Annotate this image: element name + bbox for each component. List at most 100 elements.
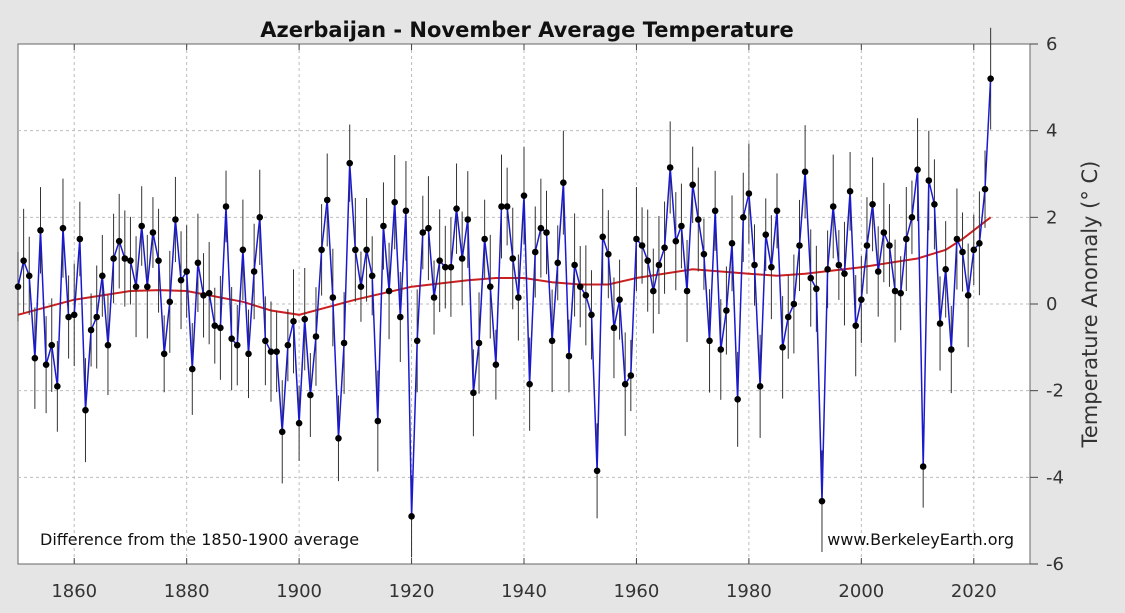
data-point: [402, 207, 410, 215]
data-point: [20, 257, 27, 264]
data-point: [87, 326, 95, 334]
data-point: [571, 261, 578, 269]
data-point: [222, 203, 230, 210]
data-point: [447, 263, 455, 271]
data-point: [880, 229, 888, 236]
data-point: [408, 513, 415, 520]
data-point: [526, 380, 533, 388]
data-point: [976, 240, 983, 247]
data-point: [149, 229, 157, 236]
data-point: [59, 224, 67, 232]
data-point: [694, 216, 702, 223]
data-point: [425, 224, 432, 232]
data-point: [42, 361, 50, 368]
x-tick-label: 1980: [726, 581, 772, 602]
data-point: [829, 203, 837, 210]
data-point: [841, 270, 848, 277]
data-point: [470, 389, 477, 397]
data-point: [813, 285, 820, 293]
data-point: [768, 263, 775, 271]
data-point: [93, 313, 101, 321]
data-point: [183, 268, 190, 275]
data-point: [144, 283, 151, 290]
data-point: [340, 339, 348, 347]
data-point: [650, 287, 657, 295]
data-point: [633, 235, 640, 243]
data-point: [537, 224, 545, 232]
data-point: [115, 237, 123, 245]
data-point: [284, 341, 292, 349]
data-point: [621, 380, 629, 388]
data-point: [520, 192, 528, 199]
data-point: [565, 352, 573, 360]
data-point: [796, 242, 803, 249]
data-point: [138, 222, 145, 230]
data-point: [689, 181, 696, 189]
data-point: [200, 292, 207, 299]
data-point: [475, 339, 483, 347]
data-point: [301, 315, 309, 323]
data-point: [245, 350, 252, 358]
data-point: [987, 75, 994, 82]
y-tick-label: -2: [1046, 381, 1064, 402]
data-point: [981, 185, 989, 193]
data-point: [599, 233, 607, 241]
data-point: [419, 229, 427, 236]
data-point: [672, 237, 680, 245]
data-point: [492, 361, 500, 368]
data-point: [172, 216, 179, 223]
data-point: [739, 214, 747, 221]
data-point: [700, 250, 708, 258]
data-point: [256, 214, 264, 221]
data-point: [762, 231, 770, 238]
data-point: [391, 198, 398, 206]
y-tick-label: -6: [1046, 554, 1064, 575]
data-point: [745, 190, 753, 197]
data-point: [323, 196, 331, 204]
data-point: [919, 463, 927, 470]
y-tick-label: 4: [1046, 121, 1057, 142]
data-point: [155, 257, 162, 264]
data-point: [773, 207, 781, 215]
data-point: [706, 337, 713, 345]
data-point: [627, 372, 635, 379]
data-point: [683, 287, 691, 295]
data-point: [99, 272, 106, 280]
data-point: [177, 276, 185, 284]
data-point: [14, 283, 22, 290]
data-point: [509, 255, 517, 262]
data-point: [717, 346, 725, 353]
data-point: [278, 428, 286, 436]
data-point: [380, 222, 387, 230]
data-point: [503, 203, 511, 210]
data-point: [239, 246, 247, 254]
data-point: [891, 287, 899, 295]
data-point: [824, 266, 831, 273]
data-point: [784, 313, 792, 321]
data-point: [846, 188, 854, 195]
data-point: [295, 419, 303, 427]
data-point: [25, 272, 33, 280]
data-point: [228, 335, 235, 342]
data-point: [756, 383, 764, 390]
y-tick-label: 6: [1046, 34, 1057, 55]
data-point: [31, 354, 39, 362]
chart-title: Azerbaijan - November Average Temperatur…: [260, 18, 794, 42]
data-point: [363, 246, 370, 254]
data-point: [548, 337, 556, 345]
data-point: [357, 283, 365, 290]
data-point: [852, 322, 860, 329]
data-point: [481, 235, 488, 243]
data-point: [37, 227, 44, 234]
data-point: [166, 298, 174, 306]
data-point: [644, 257, 651, 264]
data-point: [82, 406, 89, 414]
data-point: [886, 242, 893, 249]
x-tick-label: 2020: [951, 581, 997, 602]
data-point: [897, 289, 904, 297]
data-point: [318, 246, 325, 254]
data-point: [801, 168, 809, 176]
data-point: [486, 283, 494, 290]
data-point: [779, 344, 786, 351]
